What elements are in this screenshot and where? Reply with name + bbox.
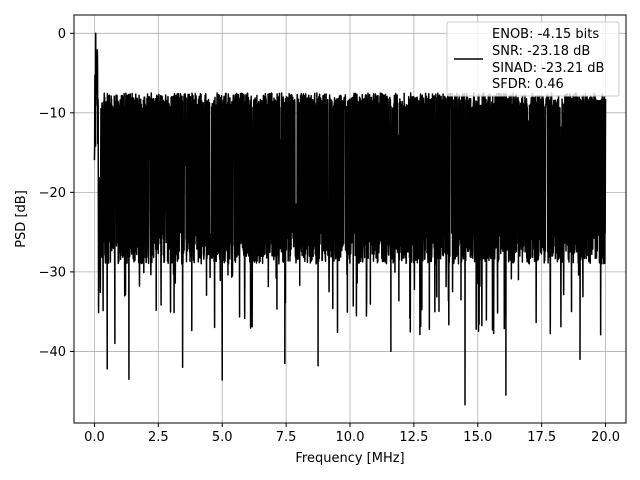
y-tick-label: −20 [39, 186, 66, 201]
x-tick-label: 20.0 [591, 430, 620, 445]
ticks: 0.0 2.5 5.0 7.5 10.0 12.5 15.0 17.5 20.0 0 −10 −20 −… [39, 27, 620, 445]
x-tick-label: 17.5 [527, 430, 556, 445]
x-tick-label: 12.5 [399, 430, 428, 445]
legend-enob: ENOB: -4.15 bits [492, 27, 599, 42]
legend-snr: SNR: -23.18 dB [492, 44, 590, 59]
y-tick-label: −10 [39, 106, 66, 121]
legend-box [446, 21, 620, 97]
legend: ENOB: -4.15 bits SNR: -23.18 dB SINAD: -… [446, 21, 620, 97]
y-tick-label: −30 [39, 265, 66, 280]
legend-sinad: SINAD: -23.21 dB [492, 61, 604, 76]
x-tick-label: 0.0 [84, 430, 105, 445]
x-tick-label: 10.0 [336, 430, 365, 445]
x-tick-label: 15.0 [463, 430, 492, 445]
y-axis-label: PSD [dB] [14, 190, 29, 248]
plot-area [93, 32, 607, 406]
x-axis-label: Frequency [MHz] [295, 451, 404, 466]
psd-series-line [93, 32, 607, 406]
y-tick-label: 0 [58, 27, 66, 42]
x-tick-label: 5.0 [212, 430, 233, 445]
y-tick-label: −40 [39, 345, 66, 360]
legend-sfdr: SFDR: 0.46 [492, 77, 564, 92]
x-tick-label: 2.5 [148, 430, 169, 445]
x-tick-label: 7.5 [276, 430, 297, 445]
